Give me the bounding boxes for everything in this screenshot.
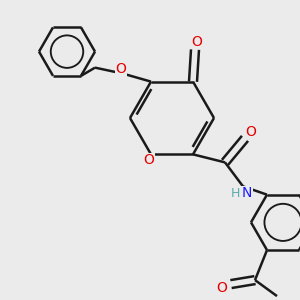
Text: O: O (116, 61, 126, 76)
Text: O: O (144, 153, 154, 167)
Text: O: O (192, 34, 203, 49)
Text: O: O (217, 281, 227, 295)
Text: N: N (242, 186, 252, 200)
Text: H: H (230, 187, 240, 200)
Text: O: O (246, 125, 256, 140)
